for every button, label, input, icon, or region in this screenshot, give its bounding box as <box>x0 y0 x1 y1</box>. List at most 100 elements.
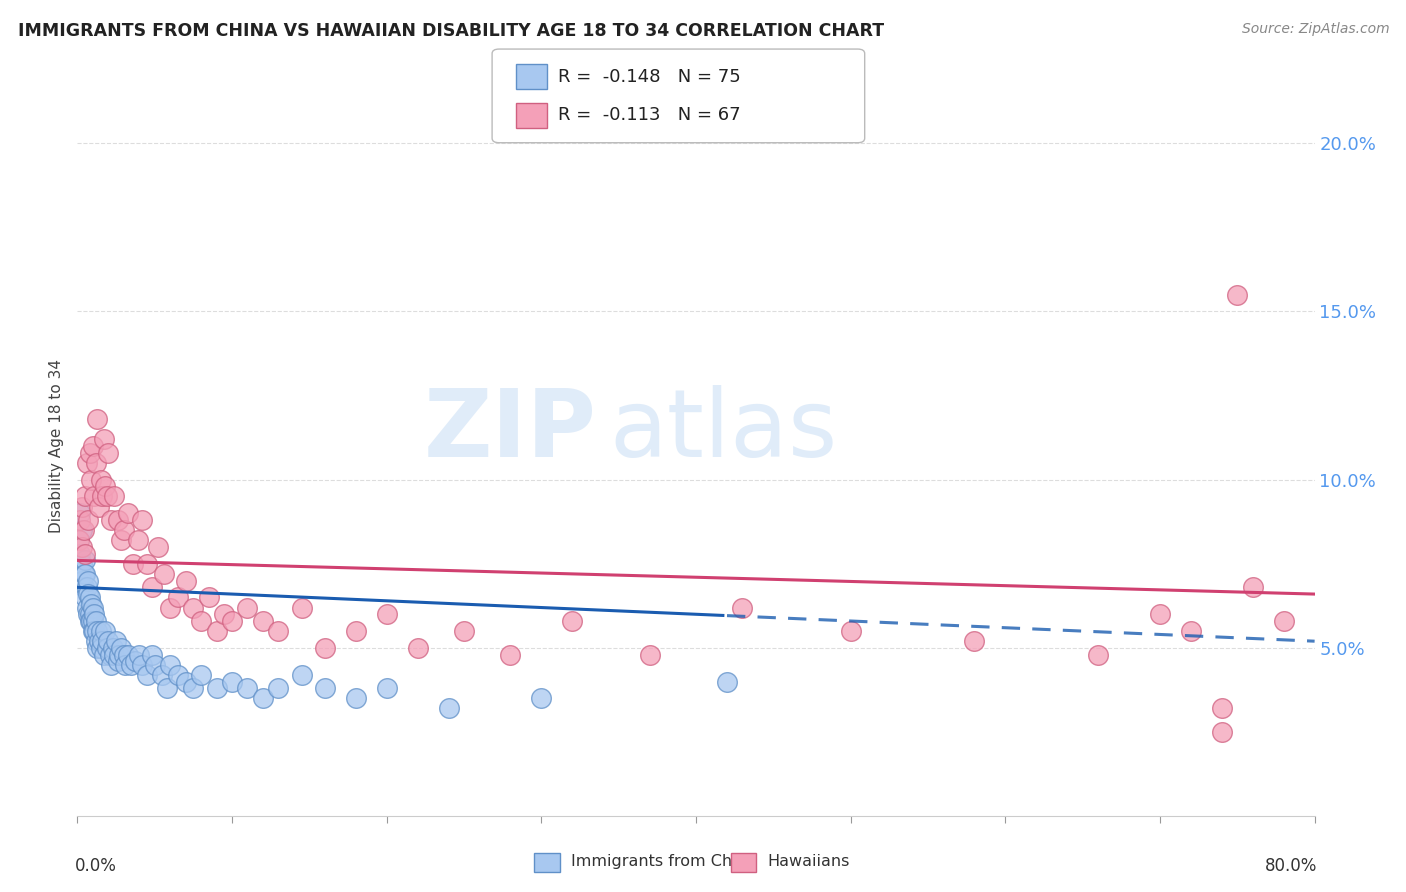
Point <box>70 500 93 514</box>
Point <box>75 591 96 605</box>
Point <box>91 634 114 648</box>
Point <box>1241 580 1264 594</box>
Point <box>72 580 94 594</box>
Point <box>252 614 274 628</box>
Point <box>1226 287 1249 301</box>
Point <box>205 681 228 696</box>
Point <box>122 557 145 571</box>
Point <box>107 654 129 668</box>
Point <box>136 668 159 682</box>
Point <box>101 640 124 655</box>
Point <box>83 624 105 639</box>
Point <box>167 668 190 682</box>
Point <box>97 634 120 648</box>
Point <box>1272 614 1295 628</box>
Point <box>1087 648 1109 662</box>
Point <box>236 681 259 696</box>
Point <box>103 490 125 504</box>
Point <box>80 597 103 611</box>
Text: atlas: atlas <box>609 385 838 477</box>
Text: R =  -0.113   N = 67: R = -0.113 N = 67 <box>558 106 741 124</box>
Point <box>152 668 174 682</box>
Point <box>291 600 314 615</box>
Point <box>91 490 114 504</box>
Text: R =  -0.148   N = 75: R = -0.148 N = 75 <box>558 68 741 86</box>
Point <box>190 614 212 628</box>
Point <box>96 640 118 655</box>
Point <box>1149 607 1171 622</box>
Point <box>94 479 117 493</box>
Point <box>108 648 131 662</box>
Point <box>159 657 181 672</box>
Point <box>190 668 212 682</box>
Point <box>375 681 398 696</box>
Point <box>221 614 243 628</box>
Point <box>112 523 135 537</box>
Point <box>267 681 290 696</box>
Point <box>86 640 108 655</box>
Point <box>236 600 259 615</box>
Point <box>77 607 100 622</box>
Point <box>267 624 290 639</box>
Point <box>77 587 100 601</box>
Point <box>105 634 127 648</box>
Point <box>174 674 197 689</box>
Point <box>94 624 117 639</box>
Text: ZIP: ZIP <box>425 385 598 477</box>
Point <box>731 600 754 615</box>
Point <box>70 523 93 537</box>
Point <box>344 691 367 706</box>
Text: Hawaiians: Hawaiians <box>768 855 851 869</box>
Point <box>82 439 104 453</box>
Point <box>344 624 367 639</box>
Point <box>75 547 96 561</box>
Y-axis label: Disability Age 18 to 34: Disability Age 18 to 34 <box>49 359 65 533</box>
Point <box>90 624 111 639</box>
Point <box>98 648 121 662</box>
Point <box>69 506 91 520</box>
Point <box>82 600 104 615</box>
Point <box>143 657 166 672</box>
Point <box>100 513 122 527</box>
Point <box>79 591 101 605</box>
Point <box>205 624 228 639</box>
Point <box>82 624 104 639</box>
Point <box>314 640 336 655</box>
Point <box>174 574 197 588</box>
Point <box>70 557 93 571</box>
Point <box>86 412 108 426</box>
Point <box>183 681 205 696</box>
Point <box>839 624 862 639</box>
Point <box>124 654 146 668</box>
Point <box>93 648 115 662</box>
Point <box>314 681 336 696</box>
Point <box>112 648 135 662</box>
Point <box>117 506 139 520</box>
Text: Immigrants from China: Immigrants from China <box>571 855 756 869</box>
Point <box>1180 624 1202 639</box>
Point <box>72 566 94 581</box>
Point <box>110 640 132 655</box>
Point <box>156 681 179 696</box>
Point <box>121 657 143 672</box>
Point <box>146 540 169 554</box>
Point <box>103 648 125 662</box>
Point <box>136 557 159 571</box>
Point <box>83 607 105 622</box>
Point <box>638 648 661 662</box>
Point <box>76 456 98 470</box>
Point <box>67 533 90 548</box>
Point <box>75 553 96 567</box>
Point <box>90 473 111 487</box>
Point <box>131 513 153 527</box>
Point <box>141 580 163 594</box>
Point <box>214 607 236 622</box>
Point <box>110 533 132 548</box>
Point <box>79 446 101 460</box>
Point <box>97 446 120 460</box>
Point <box>127 533 149 548</box>
Text: IMMIGRANTS FROM CHINA VS HAWAIIAN DISABILITY AGE 18 TO 34 CORRELATION CHART: IMMIGRANTS FROM CHINA VS HAWAIIAN DISABI… <box>18 22 884 40</box>
Point <box>107 513 129 527</box>
Point <box>90 640 111 655</box>
Point <box>131 657 153 672</box>
